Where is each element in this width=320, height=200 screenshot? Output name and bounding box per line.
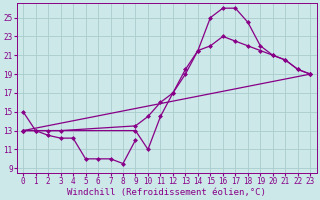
- X-axis label: Windchill (Refroidissement éolien,°C): Windchill (Refroidissement éolien,°C): [67, 188, 266, 197]
